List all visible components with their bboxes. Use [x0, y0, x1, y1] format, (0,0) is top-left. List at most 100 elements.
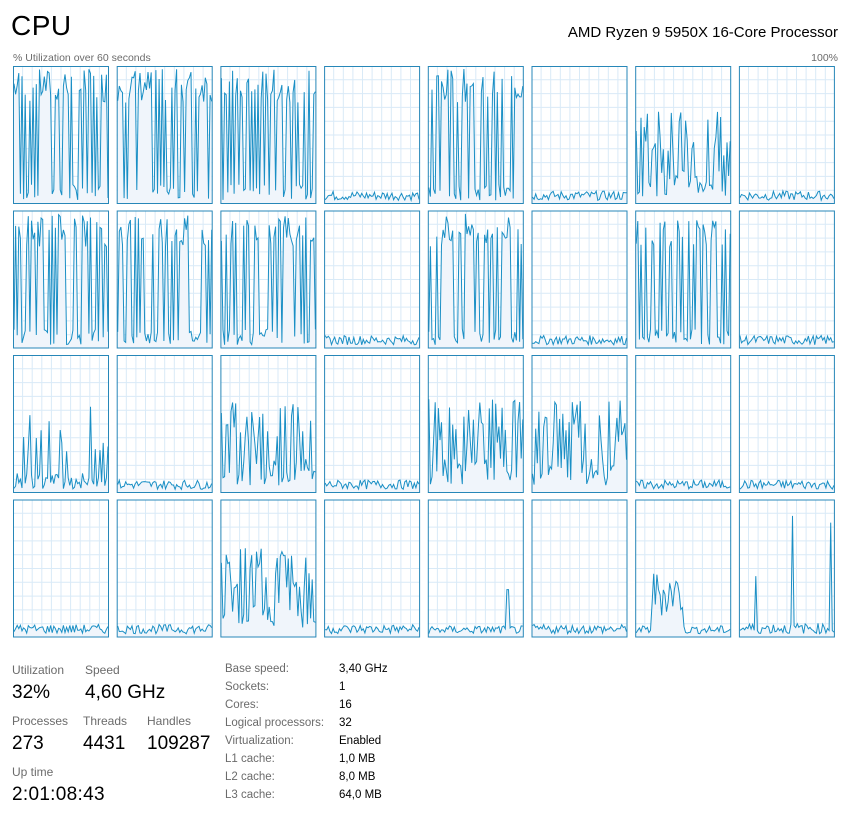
utilization-line [13, 623, 109, 635]
graph-border [635, 210, 732, 349]
utilization-line [739, 515, 835, 635]
utilization-line [220, 216, 316, 347]
utilization-line [739, 478, 835, 491]
utilization-line [220, 548, 316, 628]
graph-border [635, 499, 732, 638]
utilization-line [635, 111, 731, 197]
utilization-area [428, 399, 523, 492]
cpu-core-graph [116, 355, 213, 493]
graph-border [220, 499, 317, 638]
utilization-area [739, 335, 834, 348]
utilization-label: Utilization [12, 663, 65, 677]
uptime-label: Up time [12, 765, 54, 779]
graph-border [738, 355, 835, 493]
info-value-sockets: 1 [339, 681, 346, 693]
graph-border [13, 66, 109, 204]
cpu-core-graph [13, 499, 109, 638]
utilization-line [220, 402, 316, 486]
utilization-area [117, 69, 212, 203]
utilization-line [739, 189, 835, 203]
graph-border [427, 210, 524, 349]
graph-border [738, 210, 835, 349]
graph-border [738, 66, 835, 204]
utilization-line [117, 215, 213, 344]
graph-border [427, 499, 524, 638]
graph-border [324, 210, 421, 349]
utilization-line [532, 334, 627, 347]
utilization-line [532, 623, 627, 636]
utilization-area [739, 480, 834, 492]
utilization-area [325, 191, 420, 203]
cpu-core-graph [220, 66, 317, 204]
info-label-l1-cache: L1 cache: [225, 753, 275, 765]
graph-border [220, 355, 317, 493]
page-title: CPU [11, 10, 72, 41]
utilization-line [117, 69, 213, 199]
speed-label: Speed [85, 663, 120, 677]
info-value-cores: 16 [339, 699, 352, 711]
speed-value: 4,60 GHz [85, 682, 166, 703]
cpu-core-graph [13, 66, 109, 204]
info-label-sockets: Sockets: [225, 681, 270, 693]
cpu-core-graph [427, 499, 524, 638]
cpu-core-graph [427, 66, 524, 204]
graph-border [13, 210, 109, 349]
info-value-base-speed: 3,40 GHz [339, 663, 388, 675]
utilization-line [13, 69, 109, 200]
cpu-core-graph [738, 66, 835, 204]
cpu-core-graph [324, 210, 421, 349]
utilization-area [532, 191, 627, 203]
cpu-core-graph [635, 66, 732, 204]
graph-border [324, 499, 421, 638]
cpu-core-graph [635, 210, 732, 349]
info-label-virtualization: Virtualization: [225, 735, 294, 747]
graph-border [13, 499, 109, 638]
info-label-logical-processors: Logical processors: [225, 717, 325, 729]
graph-border [220, 66, 317, 204]
cpu-core-graph [116, 66, 213, 204]
graph-caption: % Utilization over 60 seconds [13, 52, 151, 64]
utilization-line [13, 406, 109, 490]
cpu-core-graph [324, 66, 421, 204]
utilization-line [635, 573, 731, 635]
info-value-logical-processors: 32 [339, 717, 352, 729]
info-value-virtualization: Enabled [339, 735, 382, 747]
utilization-area [636, 573, 731, 637]
utilization-line [117, 478, 213, 491]
cpu-core-graph [116, 210, 213, 349]
graph-border [531, 355, 628, 493]
utilization-line [532, 400, 627, 486]
uptime-value: 2:01:08:43 [12, 784, 105, 805]
utilization-line [635, 478, 731, 490]
cpu-core-graph [220, 499, 317, 638]
logical-processor-graphs[interactable] [13, 66, 841, 638]
utilization-area [14, 214, 108, 348]
utilization-line [117, 623, 213, 635]
utilization-line [428, 213, 524, 345]
cpu-core-graph [531, 355, 628, 493]
cpu-core-graph [324, 499, 421, 638]
cpu-core-graph [531, 499, 628, 638]
utilization-line [532, 189, 627, 202]
cpu-graphs-svg [13, 66, 835, 638]
cpu-core-graph [220, 355, 317, 493]
cpu-core-graph [427, 355, 524, 493]
utilization-area [325, 335, 420, 348]
utilization-value: 32% [12, 682, 51, 703]
utilization-line [324, 479, 420, 491]
threads-value: 4431 [83, 733, 126, 754]
utilization-line [739, 334, 835, 346]
cpu-core-graph [220, 210, 317, 349]
utilization-line [635, 220, 731, 345]
cpu-core-graph [427, 210, 524, 349]
utilization-line [428, 589, 523, 635]
cpu-core-graph [635, 499, 732, 638]
info-value-l1-cache: 1,0 MB [339, 753, 376, 765]
graph-border [427, 66, 524, 204]
cpu-core-graph [738, 499, 835, 638]
utilization-line [428, 68, 524, 201]
cpu-core-graph [738, 210, 835, 349]
info-label-base-speed: Base speed: [225, 663, 289, 675]
cpu-core-graph [13, 355, 109, 493]
info-value-l3-cache: 64,0 MB [339, 789, 382, 801]
